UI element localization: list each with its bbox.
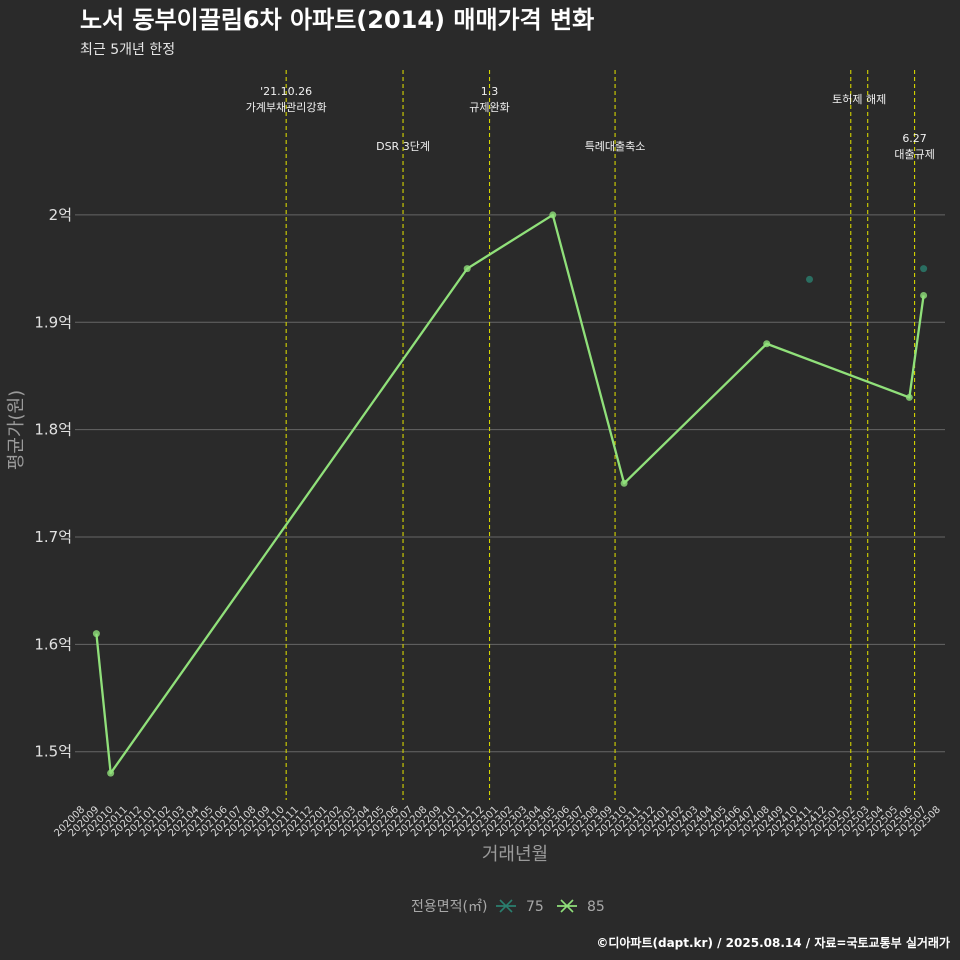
y-tick-label: 1.6억 <box>34 635 72 653</box>
x-axis-ticks: 2020082020092020102020112020122021012021… <box>52 804 943 839</box>
event-label: 가계부채관리강화 <box>246 101 327 114</box>
series-85-point <box>463 265 471 273</box>
series-85-line <box>95 213 925 775</box>
legend-label: 85 <box>587 899 605 915</box>
legend-key <box>557 899 577 913</box>
y-tick-label: 2억 <box>49 206 72 224</box>
x-axis-title: 거래년월 <box>482 844 548 865</box>
y-tick-label: 1.8억 <box>34 421 72 439</box>
series-85-point <box>549 211 557 219</box>
series-85-point <box>920 291 928 299</box>
y-tick-label: 1.7억 <box>34 528 72 546</box>
event-label: 토허제 해제 <box>832 92 886 106</box>
series-85-point <box>107 769 115 777</box>
legend-title: 전용면적(㎡) <box>411 899 487 915</box>
series-layer <box>92 211 928 777</box>
event-label: DSR 3단계 <box>376 140 430 153</box>
legend-key <box>496 899 516 913</box>
series-85-point <box>620 479 628 487</box>
y-tick-label: 1.5억 <box>34 743 72 761</box>
event-label: 대출규제 <box>894 148 934 161</box>
legend: 전용면적(㎡) 75 85 <box>411 899 605 915</box>
gridlines <box>75 214 945 753</box>
legend-label: 75 <box>526 899 544 915</box>
chart-title: 노서 동부이끌림6차 아파트(2014) 매매가격 변화 <box>80 6 594 34</box>
chart-subtitle: 최근 5개년 한정 <box>80 42 175 58</box>
event-label: 6.27 <box>902 132 927 145</box>
y-tick-label: 1.9억 <box>34 313 72 331</box>
event-label: 1.3 <box>481 85 499 98</box>
series-85-point <box>905 393 913 401</box>
event-label: '21.10.26 <box>260 85 312 98</box>
event-label: 규제완화 <box>469 101 509 114</box>
series-75-point <box>920 265 928 273</box>
y-axis-title: 평균가(원) <box>6 390 27 470</box>
y-axis-ticks: 1.5억 1.6억 1.7억 1.8억 1.9억 2억 <box>34 206 72 761</box>
source-caption: ©디아파트(dapt.kr) / 2025.08.14 / 자료=국토교통부 실… <box>596 935 950 950</box>
series-75-point <box>806 275 814 283</box>
series-85-point <box>763 340 771 348</box>
series-85-point <box>92 630 100 638</box>
event-label: 특례대출축소 <box>585 140 646 153</box>
